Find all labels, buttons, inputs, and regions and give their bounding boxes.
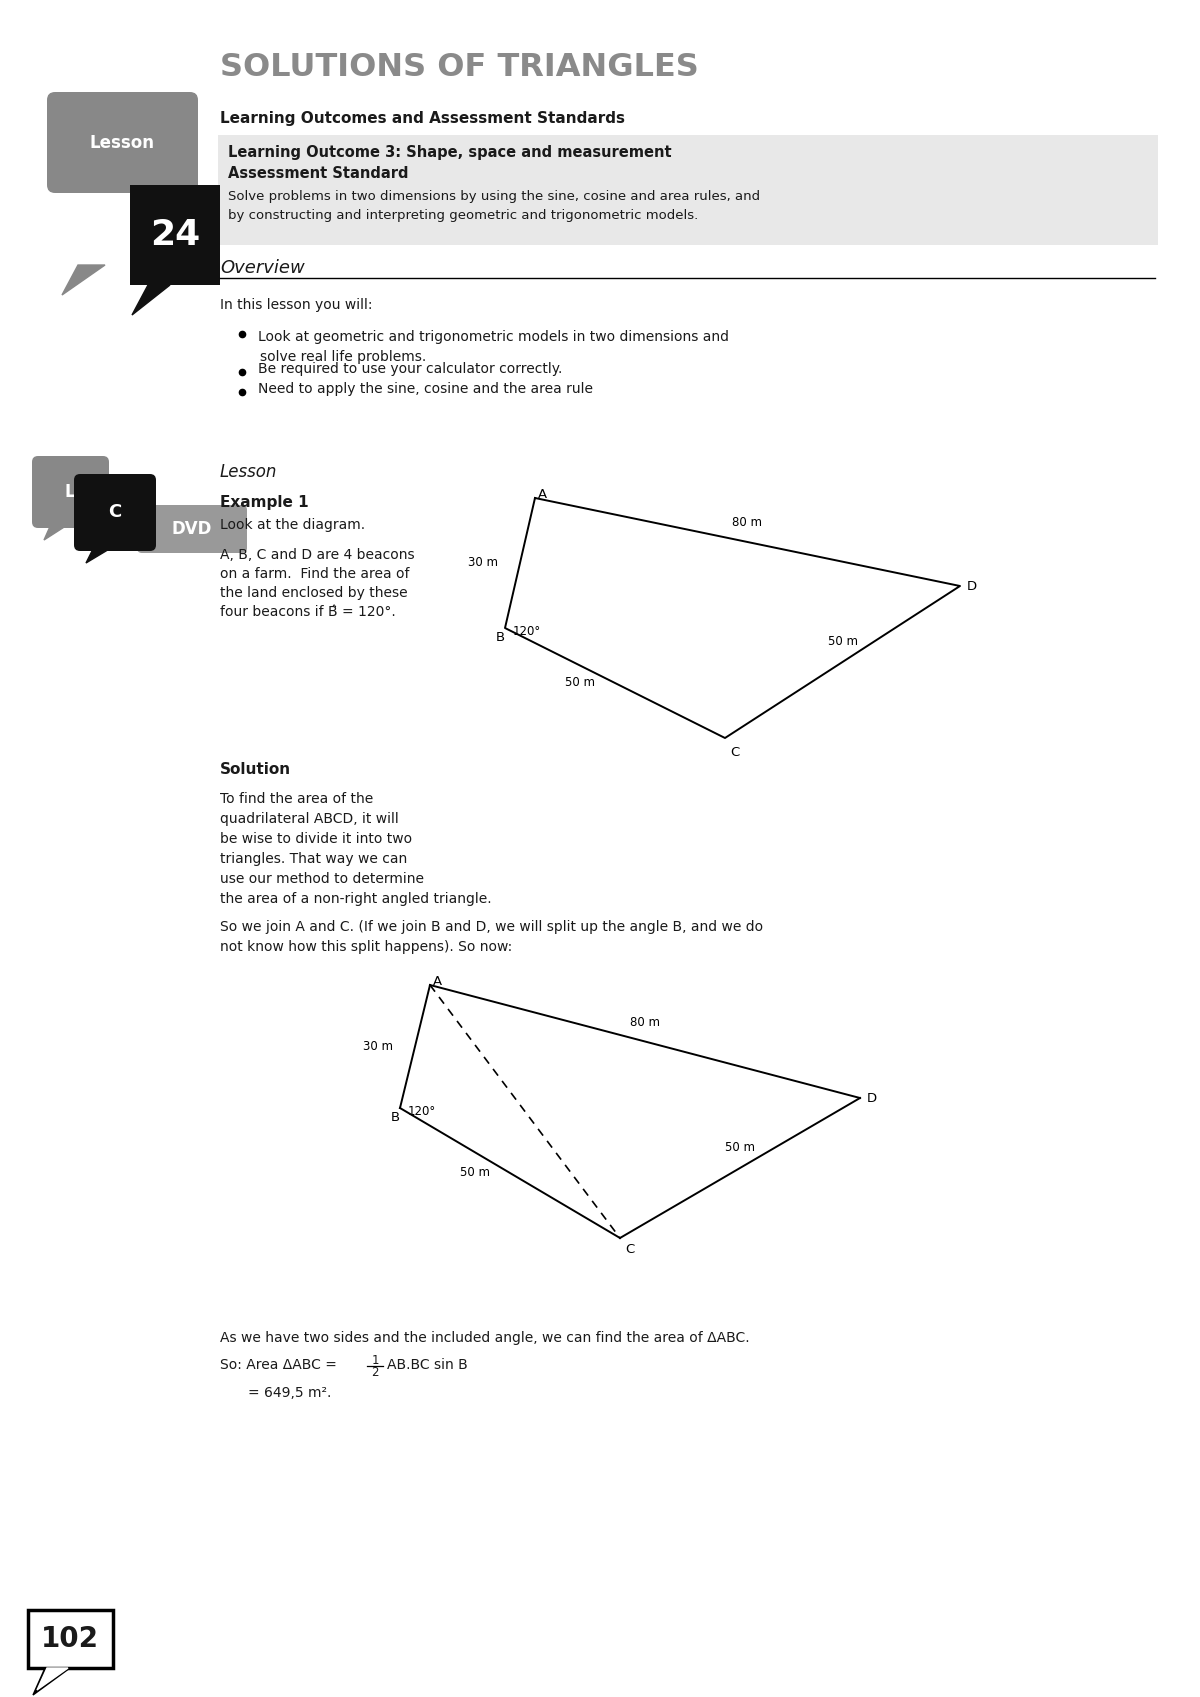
FancyBboxPatch shape <box>32 456 109 528</box>
Text: four beacons if B̂ = 120°.: four beacons if B̂ = 120°. <box>220 606 396 619</box>
Text: A: A <box>433 976 442 988</box>
Polygon shape <box>62 265 106 295</box>
Text: C: C <box>730 747 739 759</box>
Text: In this lesson you will:: In this lesson you will: <box>220 299 372 312</box>
Text: Look at the diagram.: Look at the diagram. <box>220 518 365 531</box>
Text: Learning Outcome 3: Shape, space and measurement: Learning Outcome 3: Shape, space and mea… <box>228 144 672 160</box>
Text: 2: 2 <box>371 1366 379 1380</box>
Polygon shape <box>44 523 72 540</box>
Text: 50 m: 50 m <box>565 677 595 689</box>
FancyBboxPatch shape <box>137 506 247 553</box>
Text: Learning Outcomes and Assessment Standards: Learning Outcomes and Assessment Standar… <box>220 110 625 126</box>
Text: 80 m: 80 m <box>732 516 762 529</box>
Text: Solution: Solution <box>220 762 292 777</box>
Text: L: L <box>65 484 76 501</box>
Text: the land enclosed by these: the land enclosed by these <box>220 585 408 601</box>
Text: 1: 1 <box>371 1354 379 1366</box>
Text: C: C <box>625 1242 635 1256</box>
Text: D: D <box>866 1091 877 1105</box>
Polygon shape <box>86 545 116 563</box>
Text: not know how this split happens). So now:: not know how this split happens). So now… <box>220 940 512 954</box>
Text: use our method to determine: use our method to determine <box>220 872 424 886</box>
Text: Assessment Standard: Assessment Standard <box>228 166 408 180</box>
FancyBboxPatch shape <box>28 1610 113 1668</box>
FancyBboxPatch shape <box>47 92 198 193</box>
Text: solve real life problems.: solve real life problems. <box>260 350 426 363</box>
FancyBboxPatch shape <box>130 185 220 285</box>
Polygon shape <box>132 285 170 316</box>
Text: quadrilateral ABCD, it will: quadrilateral ABCD, it will <box>220 811 398 826</box>
Text: 102: 102 <box>41 1626 98 1653</box>
Text: Example 1: Example 1 <box>220 496 308 511</box>
Text: 30 m: 30 m <box>364 1040 394 1054</box>
Text: A: A <box>538 489 547 501</box>
Text: the area of a non-right angled triangle.: the area of a non-right angled triangle. <box>220 893 492 906</box>
Text: DVD: DVD <box>172 519 212 538</box>
Text: 24: 24 <box>150 217 200 251</box>
Text: Solve problems in two dimensions by using the sine, cosine and area rules, and
b: Solve problems in two dimensions by usin… <box>228 190 760 222</box>
Text: Overview: Overview <box>220 260 305 277</box>
Text: B: B <box>390 1112 400 1123</box>
Text: SOLUTIONS OF TRIANGLES: SOLUTIONS OF TRIANGLES <box>220 53 698 83</box>
Text: A, B, C and D are 4 beacons: A, B, C and D are 4 beacons <box>220 548 415 562</box>
Text: 30 m: 30 m <box>468 557 498 570</box>
Text: C: C <box>108 502 121 521</box>
Text: be wise to divide it into two: be wise to divide it into two <box>220 832 412 847</box>
Text: To find the area of the: To find the area of the <box>220 792 373 806</box>
Text: D: D <box>967 579 977 592</box>
Text: 50 m: 50 m <box>828 635 858 648</box>
Text: So: Area ΔABC =: So: Area ΔABC = <box>220 1358 341 1371</box>
Polygon shape <box>37 1668 68 1690</box>
Text: on a farm.  Find the area of: on a farm. Find the area of <box>220 567 409 580</box>
Text: As we have two sides and the included angle, we can find the area of ΔABC.: As we have two sides and the included an… <box>220 1330 750 1346</box>
Text: = 649,5 m².: = 649,5 m². <box>248 1386 331 1400</box>
Text: AB.BC sin B: AB.BC sin B <box>386 1358 468 1371</box>
Text: triangles. That way we can: triangles. That way we can <box>220 852 407 865</box>
Text: B: B <box>496 631 504 643</box>
Text: 50 m: 50 m <box>460 1166 490 1179</box>
FancyBboxPatch shape <box>218 136 1158 244</box>
Text: 50 m: 50 m <box>725 1140 755 1154</box>
Text: Be required to use your calculator correctly.: Be required to use your calculator corre… <box>258 361 563 377</box>
Text: Look at geometric and trigonometric models in two dimensions and: Look at geometric and trigonometric mode… <box>258 329 730 344</box>
Text: So we join A and C. (If we join B and D, we will split up the angle B, and we do: So we join A and C. (If we join B and D,… <box>220 920 763 933</box>
Text: Lesson: Lesson <box>90 134 155 153</box>
FancyBboxPatch shape <box>74 473 156 552</box>
Text: 80 m: 80 m <box>630 1015 660 1028</box>
Text: Lesson: Lesson <box>220 463 277 480</box>
Polygon shape <box>34 1668 70 1695</box>
Text: 120°: 120° <box>408 1105 437 1118</box>
Text: Need to apply the sine, cosine and the area rule: Need to apply the sine, cosine and the a… <box>258 382 593 395</box>
Text: 120°: 120° <box>514 624 541 638</box>
